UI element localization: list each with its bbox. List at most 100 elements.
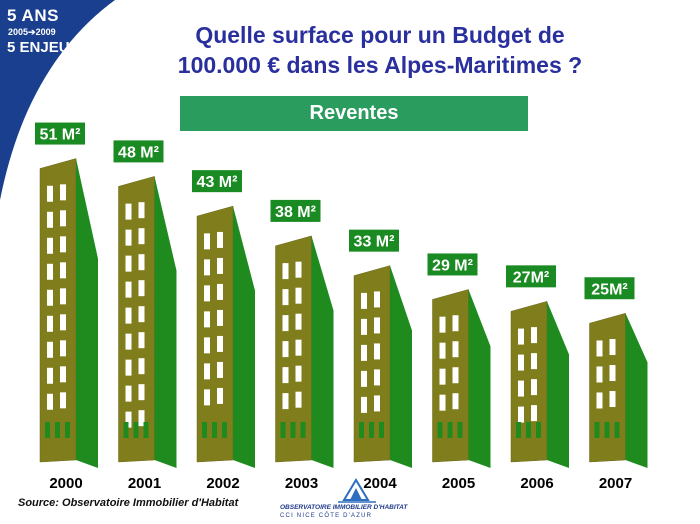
value-label: 38 M² xyxy=(275,204,316,221)
building-window xyxy=(295,261,302,278)
building-window xyxy=(138,358,145,375)
building-window xyxy=(596,340,603,357)
building-window xyxy=(295,313,302,330)
badge-line-years: 5 ANS xyxy=(7,6,59,25)
building-window xyxy=(374,369,380,386)
building-window xyxy=(374,395,380,412)
value-label-bg xyxy=(113,140,164,163)
year-label: 2004 xyxy=(363,475,397,492)
building-ground-window xyxy=(222,422,227,438)
year-label: 2003 xyxy=(285,475,318,492)
building-ground-window xyxy=(604,422,610,438)
building-window xyxy=(47,211,53,228)
building-window xyxy=(204,311,210,328)
building-window xyxy=(217,309,223,326)
building-ground-window xyxy=(437,422,443,438)
badge-line-enjeux: 5 ENJEUX xyxy=(7,39,80,56)
building-window xyxy=(361,344,367,361)
building-window xyxy=(609,339,616,356)
building-window xyxy=(47,289,53,306)
value-label-bg xyxy=(192,170,242,193)
building-window xyxy=(518,406,524,423)
building-window xyxy=(47,263,53,280)
building-window xyxy=(60,392,66,409)
building-window xyxy=(439,316,446,333)
building-window xyxy=(138,280,145,297)
building-window xyxy=(439,342,446,359)
building-window xyxy=(452,341,459,358)
building-window xyxy=(452,315,459,332)
building-window xyxy=(204,285,210,302)
value-label: 27M² xyxy=(513,269,549,286)
value-label: 51 M² xyxy=(40,127,81,144)
building-window xyxy=(374,343,380,360)
building-window xyxy=(217,231,223,248)
building-window xyxy=(217,257,223,274)
year-label: 2002 xyxy=(206,475,239,492)
building-window xyxy=(596,392,603,409)
building-side-2007 xyxy=(625,313,648,468)
building-front-2007 xyxy=(589,312,626,463)
building-window xyxy=(217,387,223,404)
building-window xyxy=(125,255,132,272)
building-window xyxy=(138,306,145,323)
building-window xyxy=(361,370,367,387)
building-ground-window xyxy=(65,422,70,438)
value-label: 33 M² xyxy=(354,234,395,251)
building-window xyxy=(374,317,380,334)
building-window xyxy=(282,341,289,358)
title-line-2: 100.000 € dans les Alpes-Maritimes ? xyxy=(177,52,583,78)
building-window xyxy=(282,367,289,384)
building-ground-window xyxy=(614,422,620,438)
building-ground-window xyxy=(379,422,384,438)
year-label: 2007 xyxy=(599,475,632,492)
value-label: 48 M² xyxy=(118,144,159,161)
logo-subtitle: CCI NICE CÔTE D'AZUR xyxy=(280,513,373,519)
building-window xyxy=(60,184,66,201)
value-label-bg xyxy=(349,229,399,252)
value-label-bg xyxy=(427,253,478,276)
building-window xyxy=(125,411,132,428)
building-ground-window xyxy=(516,422,521,438)
building-ground-window xyxy=(526,422,531,438)
building-window xyxy=(204,259,210,276)
building-window xyxy=(60,262,66,279)
building-ground-window xyxy=(133,422,139,438)
corner-badge xyxy=(0,0,115,200)
building-window xyxy=(452,367,459,384)
badge-line-period: 2005➔2009 xyxy=(8,27,56,37)
building-window xyxy=(531,379,537,396)
building-window xyxy=(452,393,459,410)
building-window xyxy=(609,365,616,382)
building-window xyxy=(138,254,145,271)
year-label: 2006 xyxy=(520,475,553,492)
building-window xyxy=(217,335,223,352)
building-window xyxy=(531,353,537,370)
building-window xyxy=(596,366,603,383)
building-window xyxy=(295,365,302,382)
logo-title: OBSERVATOIRE IMMOBILIER D'HABITAT xyxy=(280,504,408,511)
building-ground-window xyxy=(143,422,149,438)
building-window xyxy=(295,391,302,408)
building-window xyxy=(60,236,66,253)
building-ground-window xyxy=(447,422,453,438)
building-window xyxy=(138,228,145,245)
building-window xyxy=(282,289,289,306)
value-label-bg xyxy=(35,122,85,145)
observatoire-logo: OBSERVATOIRE IMMOBILIER D'HABITAT CCI NI… xyxy=(272,476,442,522)
building-window xyxy=(204,389,210,406)
building-window xyxy=(282,263,289,280)
building-window xyxy=(204,233,210,250)
building-window xyxy=(518,380,524,397)
building-front-2000 xyxy=(39,158,77,463)
building-window xyxy=(125,281,132,298)
building-side-2001 xyxy=(154,176,177,468)
value-label-bg xyxy=(506,265,556,288)
building-window xyxy=(609,391,616,408)
page-title: Quelle surface pour un Budget de 100.000… xyxy=(100,20,660,80)
building-window xyxy=(361,318,367,335)
building-side-2003 xyxy=(311,235,334,468)
building-ground-window xyxy=(594,422,600,438)
building-window xyxy=(138,202,145,219)
